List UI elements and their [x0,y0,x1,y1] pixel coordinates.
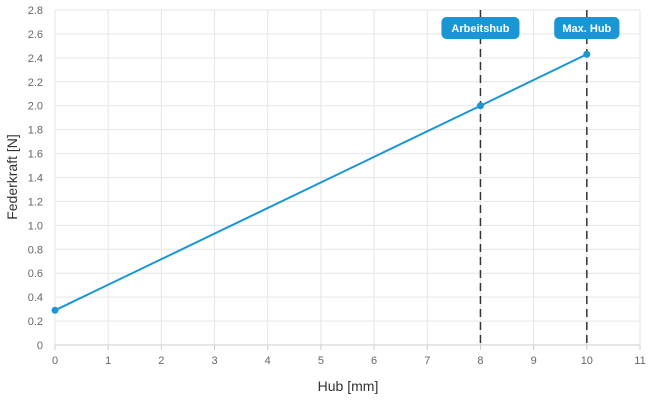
y-tick-label: 1.6 [28,149,43,161]
y-tick-label: 0 [37,340,43,352]
x-axis-title: Hub [mm] [318,378,379,394]
x-tick-label: 11 [634,355,645,367]
y-tick-label: 2.0 [28,101,43,113]
x-tick-label: 0 [52,355,58,367]
grid [54,9,641,346]
annotation-badge [441,17,520,39]
x-tick-label: 5 [318,355,324,367]
y-tick-label: 0.6 [28,268,43,280]
data-point [51,306,59,314]
y-tick-label: 2.4 [28,53,43,65]
x-tick-label: 6 [371,355,377,367]
x-tick-label: 10 [581,355,593,367]
data-point [476,102,484,110]
tick-labels: 0 1 2 3 4 5 6 7 8 9 10 11 0 0.2 0.4 0.6 0.8 1.0 1.2 1.4 1.6 1… [28,5,646,367]
y-tick-label: 1.4 [28,173,43,185]
data-point [583,50,591,58]
y-tick-label: 0.2 [28,316,43,328]
axes [54,344,641,350]
y-tick-label: 0.8 [28,244,43,256]
y-axis-title: Federkraft [N] [4,134,20,220]
annotation-label: Arbeitshub [451,23,509,35]
x-tick-label: 9 [531,355,537,367]
y-tick-label: 0.4 [28,292,43,304]
x-tick-label: 3 [211,355,217,367]
annotation-badge [554,17,620,39]
x-tick-label: 1 [105,355,111,367]
y-tick-label: 1.2 [28,196,43,208]
annotations: Arbeitshub Max. Hub [441,10,620,345]
x-tick-label: 7 [424,355,430,367]
y-tick-label: 2.2 [28,77,43,89]
y-tick-label: 2.8 [28,5,43,17]
annotation-label: Max. Hub [562,23,611,35]
x-tick-label: 2 [158,355,164,367]
x-tick-label: 8 [477,355,483,367]
y-tick-label: 2.6 [28,29,43,41]
series [51,50,591,314]
y-tick-label: 1.0 [28,220,43,232]
x-tick-label: 4 [265,355,271,367]
y-tick-label: 1.8 [28,125,43,137]
